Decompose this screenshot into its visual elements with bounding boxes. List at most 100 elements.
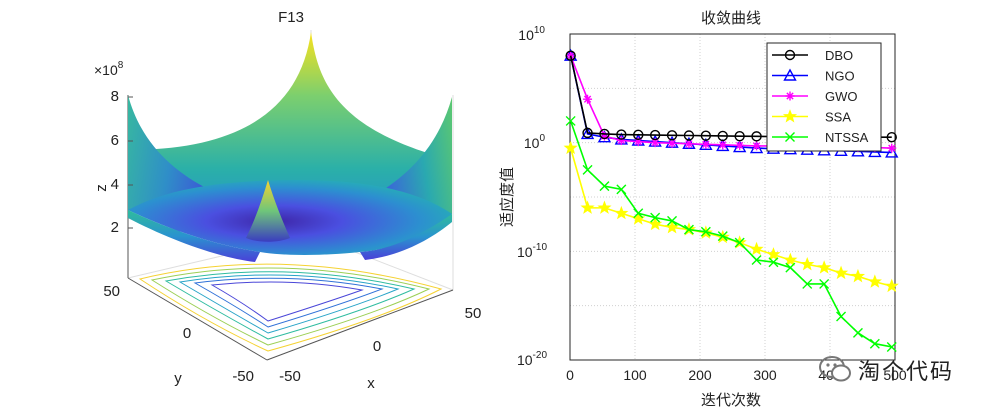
legend-item-ngo: NGO <box>772 69 855 84</box>
marker-ntssa <box>582 164 593 175</box>
legend: DBO NGO GWO SSA NTSSA <box>766 42 882 152</box>
legend-marker <box>782 109 798 123</box>
marker-gwo <box>735 140 745 150</box>
legend-label: SSA <box>825 110 851 125</box>
surface-front-left <box>128 210 260 262</box>
legend-marker <box>785 132 795 142</box>
marker-dbo <box>751 131 762 142</box>
convergence-plot: 收敛曲线 0 100 200 300 400 500 1010 100 10-1… <box>498 9 907 409</box>
y-axis-label: y <box>174 370 182 387</box>
z-tick-4: 4 <box>111 176 119 193</box>
marker-ntssa <box>886 341 897 352</box>
z-tick-2: 2 <box>111 219 119 236</box>
marker-ntssa <box>667 215 678 226</box>
marker-dbo <box>734 130 745 142</box>
marker-ntssa <box>633 208 644 219</box>
contour-rings <box>138 263 443 352</box>
ytick-1e10: 1010 <box>518 25 545 43</box>
marker-ntssa <box>869 338 880 349</box>
marker-dbo <box>582 127 593 139</box>
marker-gwo <box>616 135 626 145</box>
marker-ssa <box>783 252 798 267</box>
convergence-y-ticks: 1010 100 10-10 10-20 <box>517 25 547 368</box>
marker-dbo <box>616 129 627 140</box>
series-ntssa <box>565 115 897 352</box>
marker-ssa <box>884 278 899 293</box>
convergence-title: 收敛曲线 <box>701 9 761 27</box>
marker-dbo <box>649 129 661 141</box>
marker-gwo <box>684 139 694 149</box>
legend-item-ntssa: NTSSA <box>772 130 869 145</box>
legend-marker <box>783 68 797 81</box>
xtick-100: 100 <box>623 367 647 383</box>
marker-ntssa <box>616 184 627 195</box>
marker-ntssa <box>819 278 830 289</box>
marker-dbo <box>886 132 897 143</box>
marker-ntssa <box>650 212 661 223</box>
legend-item-dbo: DBO <box>772 48 853 63</box>
convergence-x-ticks: 0 100 200 300 400 500 <box>566 367 907 383</box>
legend-item-gwo: GWO <box>772 89 858 104</box>
marker-ntssa <box>785 262 796 273</box>
marker-ssa <box>850 268 866 283</box>
marker-ssa <box>817 260 832 274</box>
convergence-y-label: 适应度值 <box>498 167 516 227</box>
legend-marker <box>784 49 796 61</box>
marker-ntssa <box>700 226 711 237</box>
legend-label: DBO <box>825 48 853 63</box>
xtick-300: 300 <box>753 367 777 383</box>
z-tick-8: 8 <box>111 88 119 105</box>
legend-item-ssa: SSA <box>772 109 851 125</box>
marker-ntssa <box>717 231 728 242</box>
marker-dbo <box>717 130 728 142</box>
ytick-1e-20: 10-20 <box>517 350 547 368</box>
marker-gwo <box>633 137 643 147</box>
marker-dbo <box>700 130 712 141</box>
x-tick-50: 50 <box>465 305 482 322</box>
marker-ntssa <box>565 115 576 126</box>
surface-center-spike <box>246 180 290 242</box>
marker-ssa <box>563 140 578 155</box>
marker-ntssa <box>683 224 694 235</box>
y-tick-neg50: -50 <box>232 368 254 385</box>
legend-label: GWO <box>825 89 858 104</box>
watermark: 淘个代码 <box>818 352 988 388</box>
x-axis-label: x <box>367 375 375 392</box>
y-tick-0: 0 <box>183 325 191 342</box>
z-scale-label: ×108 <box>94 60 124 78</box>
marker-ngo <box>732 140 747 153</box>
marker-ntssa <box>836 311 847 322</box>
marker-dbo <box>633 129 644 141</box>
convergence-x-label: 迭代次数 <box>701 391 761 409</box>
ytick-1e-10: 10-10 <box>517 242 547 260</box>
legend-label: NGO <box>825 69 855 84</box>
surface-tick-labels: 2 4 6 8 50 0 -50 -50 0 50 <box>103 88 481 385</box>
marker-ssa <box>580 200 595 214</box>
marker-ngo <box>885 145 899 158</box>
marker-ssa <box>800 256 815 271</box>
ytick-1e0: 100 <box>524 133 546 151</box>
surface-bowl <box>128 180 452 255</box>
surface-tick-marks <box>128 96 133 229</box>
z-axis-label: z <box>93 184 110 192</box>
legend-label: NTSSA <box>825 130 869 145</box>
marker-ntssa <box>852 327 863 338</box>
marker-ssa <box>749 241 764 256</box>
marker-ssa <box>766 247 781 261</box>
marker-ssa <box>614 205 629 220</box>
marker-dbo <box>565 50 576 61</box>
marker-gwo <box>718 140 728 150</box>
xtick-0: 0 <box>566 367 574 383</box>
xtick-200: 200 <box>688 367 712 383</box>
marker-ntssa <box>768 257 779 268</box>
marker-ntssa <box>751 255 762 266</box>
marker-ssa <box>833 265 849 280</box>
surface-plot: F13 <box>93 9 481 392</box>
marker-ssa <box>597 200 612 214</box>
x-tick-0: 0 <box>373 338 381 355</box>
marker-ssa <box>867 274 882 288</box>
surface-front-right <box>360 214 452 260</box>
marker-gwo <box>583 94 593 104</box>
marker-gwo <box>599 131 609 141</box>
y-tick-50: 50 <box>103 283 120 300</box>
